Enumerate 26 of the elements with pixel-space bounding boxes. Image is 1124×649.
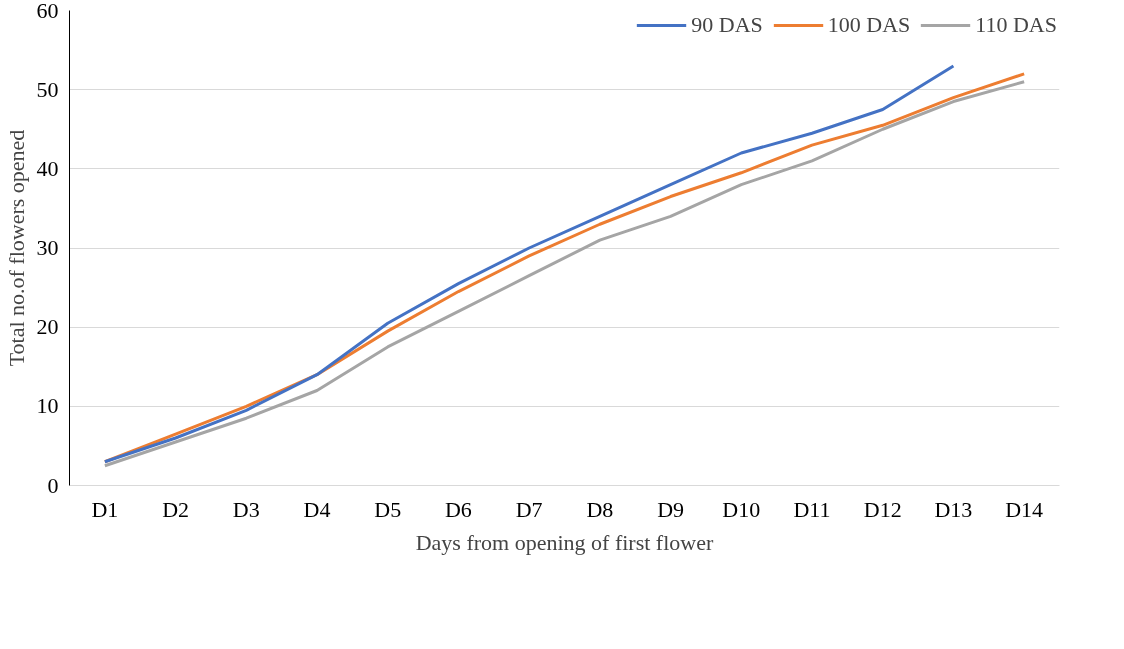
x-tick-label: D2 — [162, 496, 190, 522]
x-axis-title: Days from opening of first flower — [415, 529, 714, 555]
y-tick-label: 20 — [36, 314, 59, 340]
y-tick-label: 30 — [36, 235, 59, 260]
x-tick-label: D5 — [374, 496, 402, 522]
y-tick-label: 10 — [36, 393, 59, 419]
y-axis-title: Total no.of flowers opened — [3, 129, 29, 367]
legend-label: 90 DAS — [691, 12, 763, 38]
legend-label: 110 DAS — [975, 12, 1057, 38]
x-tick-label: D13 — [934, 496, 973, 522]
x-tick-label: D10 — [722, 496, 761, 522]
legend-label: 100 DAS — [827, 12, 911, 38]
x-tick-label: D12 — [863, 496, 902, 522]
x-tick-label: D8 — [586, 496, 614, 522]
x-tick-label: D3 — [232, 496, 260, 522]
y-tick-label: 40 — [36, 155, 59, 181]
x-tick-label: D1 — [91, 496, 119, 522]
y-tick-label: 60 — [36, 0, 59, 23]
x-tick-label: D4 — [303, 496, 331, 522]
y-tick-label: 0 — [47, 472, 59, 498]
x-tick-label: D7 — [515, 496, 543, 522]
x-tick-label: D14 — [1005, 496, 1044, 522]
x-tick-label: D11 — [793, 496, 831, 522]
y-tick-label: 50 — [36, 76, 59, 102]
x-tick-label: D6 — [444, 496, 472, 522]
x-tick-label: D9 — [657, 496, 685, 522]
